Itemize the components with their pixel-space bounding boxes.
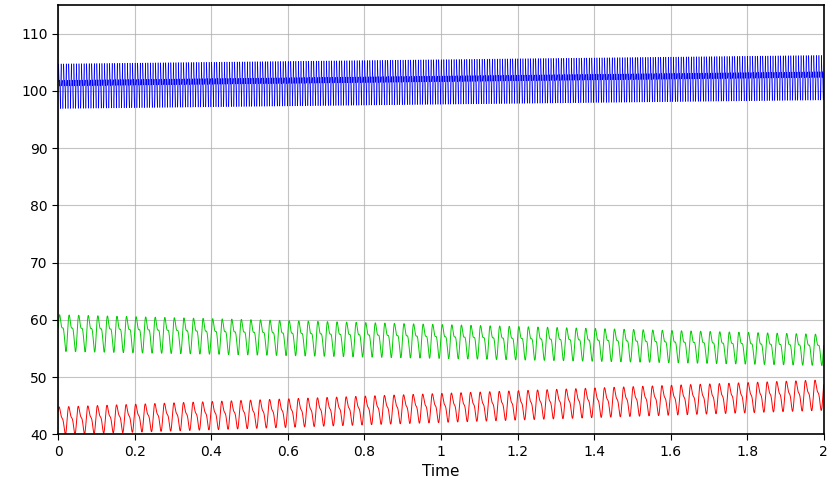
X-axis label: Time: Time xyxy=(422,464,460,479)
